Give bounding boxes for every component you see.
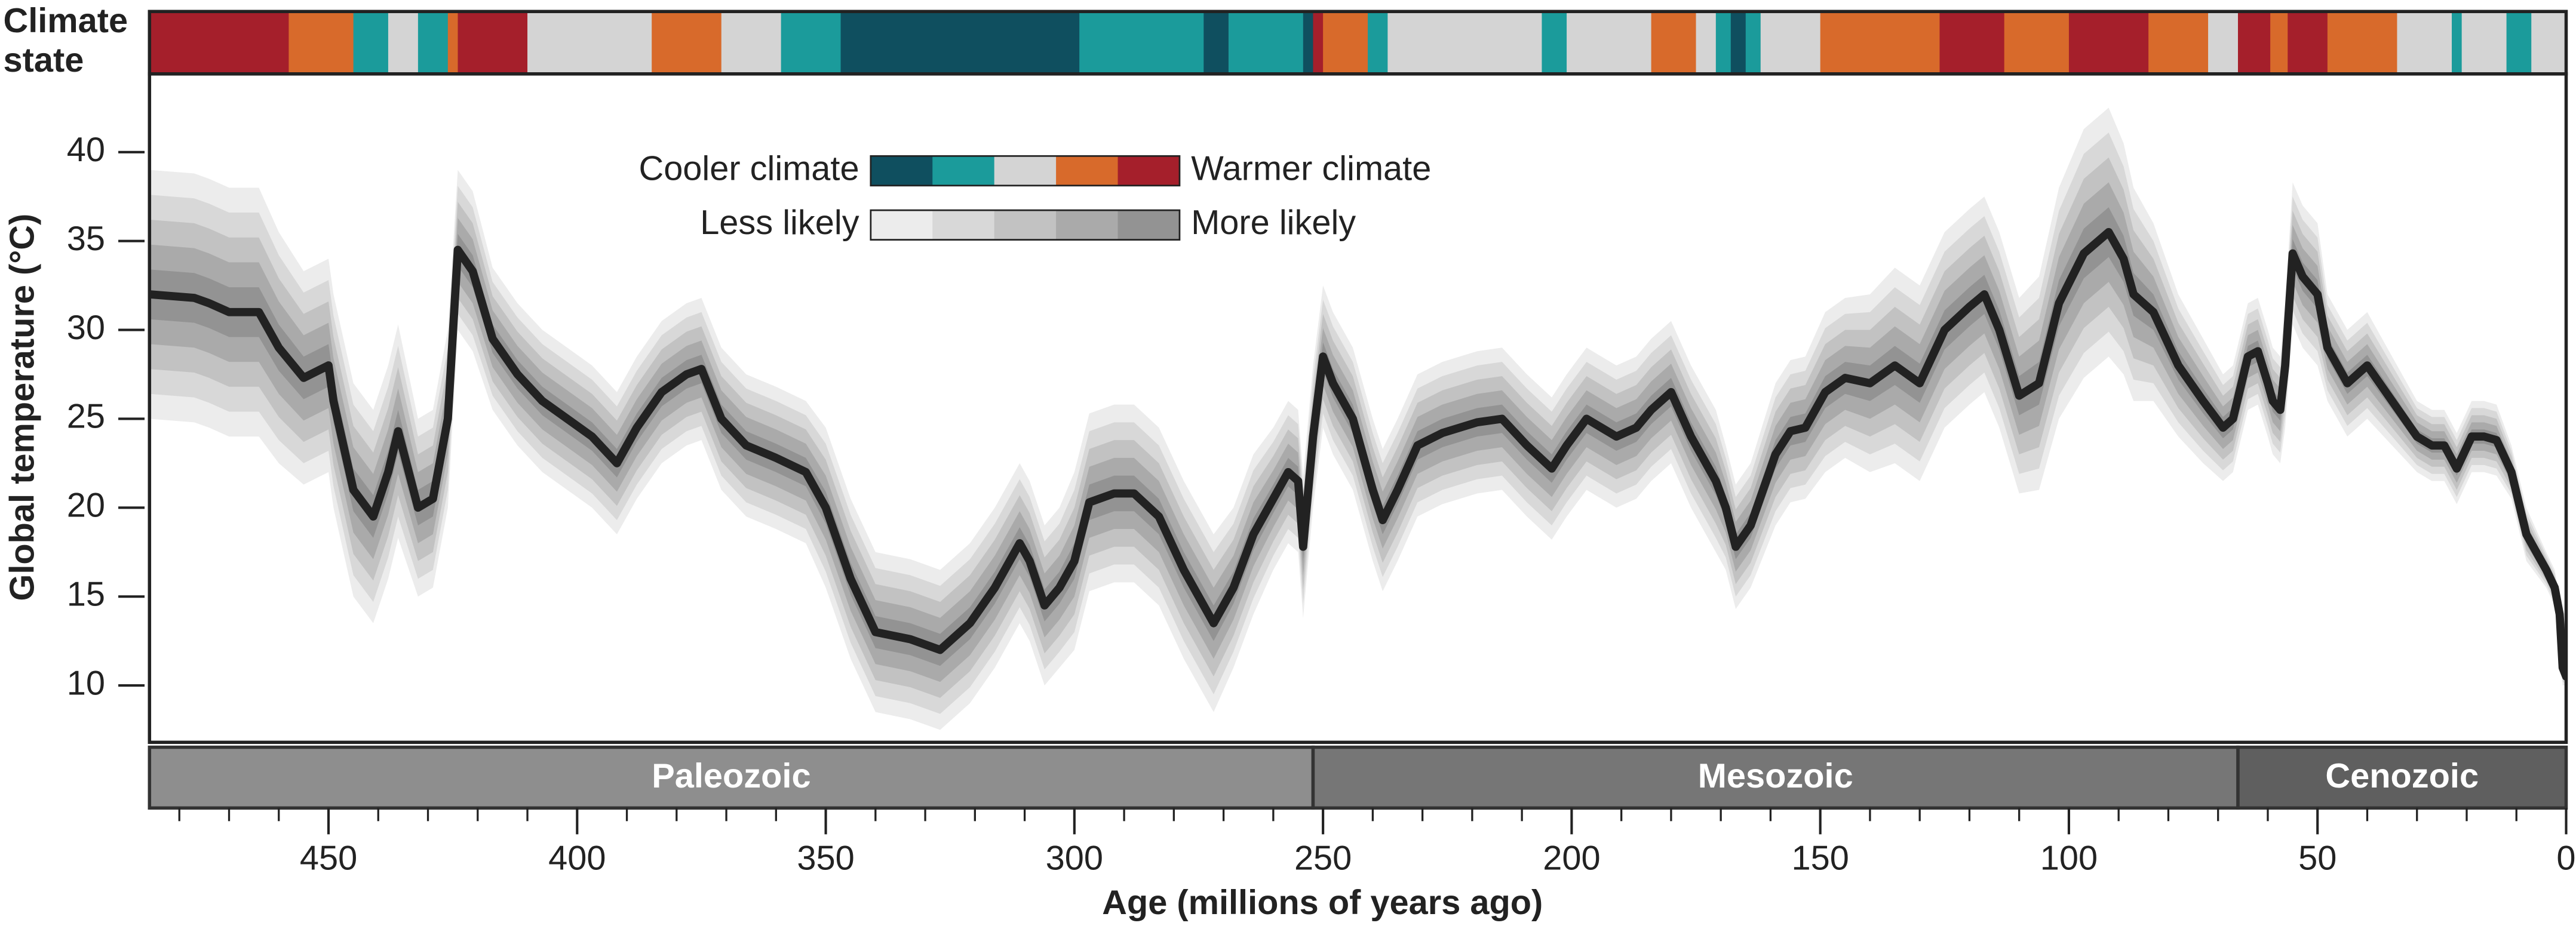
x-tick-label: 400 [548,839,606,878]
climate-segment [1313,11,1324,74]
climate-segment [781,11,842,74]
climate-segment [2270,11,2289,74]
y-tick-label: 10 [67,664,105,702]
x-tick-label: 300 [1046,839,1103,878]
y-tick-label: 15 [67,575,105,613]
x-tick-label: 150 [1791,839,1849,878]
climate-segment [447,11,459,74]
climate-segment [652,11,722,74]
era-bar [1311,745,2240,810]
y-tick-label: 35 [67,220,105,258]
y-tick-label: 40 [67,131,105,169]
legend-swatch [1056,156,1119,186]
legend-swatch [1117,156,1180,186]
climate-segment [1696,11,1717,74]
climate-segment [840,11,1080,74]
climate-segment [2148,11,2209,74]
legend-label: Warmer climate [1191,149,1431,187]
legend-swatch [870,210,934,240]
y-tick-label: 25 [67,398,105,436]
legend-swatch [870,156,934,186]
climate-segment [1387,11,1543,74]
legend-frame [870,155,1181,187]
x-tick-label: 0 [2556,839,2575,878]
climate-segment [2506,11,2532,74]
x-tick-label: 200 [1543,839,1600,878]
climate-segment [1323,11,1368,74]
climate-segment [288,11,354,74]
legend-label: Cooler climate [638,149,859,187]
climate-label: state [4,41,84,79]
era-label: Cenozoic [2325,757,2479,795]
plot-frame [148,72,2568,745]
climate-segment [2208,11,2239,74]
legend-swatch [1056,210,1119,240]
temperature-line [149,227,2566,681]
climate-segment [417,11,449,74]
climate-segment [527,11,653,74]
era-bar [2236,745,2568,810]
climate-segment [1368,11,1389,74]
climate-segment [2068,11,2149,74]
plot [149,107,2566,730]
climate-segment [2531,11,2567,74]
climate-segment [2004,11,2070,74]
climate-segment [1760,11,1821,74]
climate-segment [1203,11,1229,74]
climate-segment [1745,11,1761,74]
climate-segment [2238,11,2271,74]
legend-frame [870,209,1181,241]
legend-swatch [932,156,995,186]
x-tick-label: 450 [300,839,357,878]
climate-segment [2288,11,2328,74]
y-axis-label: Global temperature (°C) [4,214,42,601]
y-tick-label: 30 [67,309,105,347]
legend-swatch [994,156,1057,186]
climate-segment [1567,11,1652,74]
x-tick-label: 250 [1294,839,1352,878]
climate-label: Climate [4,2,128,40]
legend-label: More likely [1191,204,1356,242]
climate-segment [1303,11,1314,74]
climate-segment [721,11,782,74]
legend-swatch [1117,210,1180,240]
climate-segment [149,11,290,74]
climate-segment [1715,11,1731,74]
x-tick-label: 350 [797,839,854,878]
climate-segment [388,11,419,74]
x-tick-label: 50 [2298,839,2336,878]
legend-label: Less likely [700,204,859,242]
climate-segment [2327,11,2398,74]
legend-swatch [994,210,1057,240]
x-tick-label: 100 [2040,839,2098,878]
climate-segment [2452,11,2463,74]
era-label: Paleozoic [652,757,810,795]
climate-segment [1939,11,2005,74]
climate-segment [1079,11,1205,74]
climate-segment [353,11,389,74]
climate-segment [1820,11,1941,74]
climate-segment [2461,11,2507,74]
legend-swatch [932,210,995,240]
era-label: Mesozoic [1698,757,1853,795]
climate-segment [1730,11,1746,74]
climate-segment [2397,11,2452,74]
y-tick-label: 20 [67,487,105,525]
x-axis-label: Age (millions of years ago) [1102,884,1543,922]
climate-segment [1228,11,1304,74]
climate-segment [1542,11,1567,74]
climate-segment [458,11,528,74]
climate-segment [1651,11,1697,74]
